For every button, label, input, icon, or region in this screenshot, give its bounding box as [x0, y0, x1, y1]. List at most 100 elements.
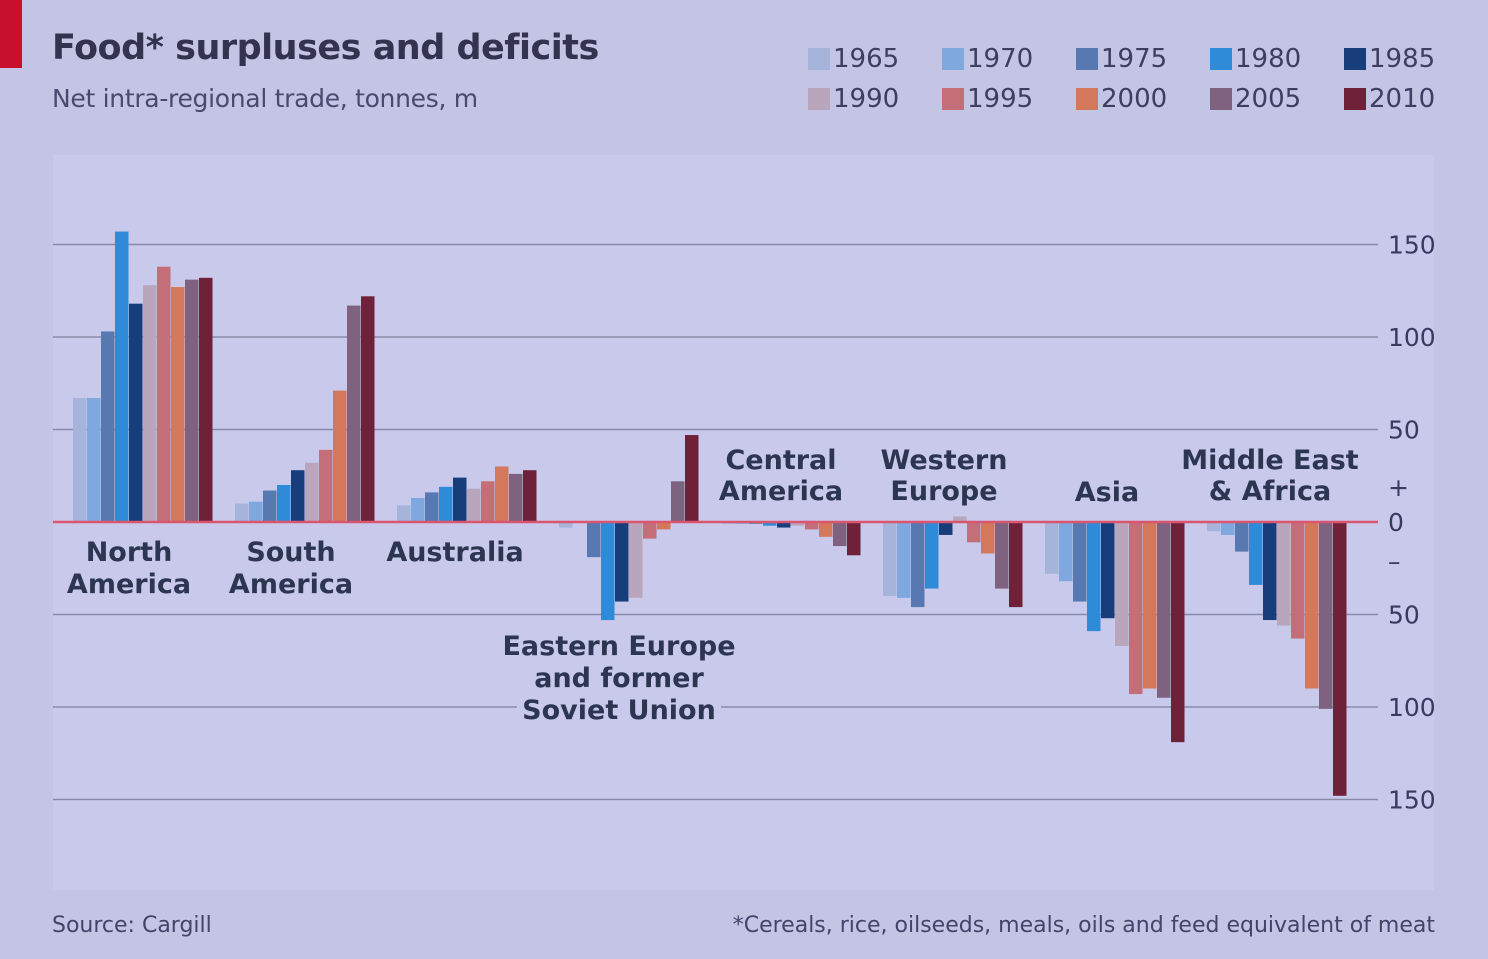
- legend-label: 1995: [967, 84, 1034, 114]
- bar-1965-6: [1045, 522, 1059, 574]
- bar-1995-5: [967, 522, 981, 543]
- bar-1980-3: [601, 522, 615, 621]
- bar-2010-3: [685, 435, 699, 522]
- bar-1990-5: [953, 516, 967, 522]
- chart-subtitle: Net intra-regional trade, tonnes, m: [52, 84, 478, 113]
- region-label: Australia: [386, 537, 523, 568]
- bar-1970-0: [87, 398, 101, 522]
- legend-item: 1980: [1210, 44, 1301, 74]
- legend-swatch: [1344, 88, 1366, 110]
- y-sign-minus: –: [1388, 547, 1401, 576]
- region-label-background: [517, 629, 721, 737]
- legend-label: 1975: [1101, 44, 1168, 74]
- bar-1975-1: [263, 490, 277, 522]
- bar-1980-2: [439, 486, 453, 522]
- y-tick-label: 50: [1388, 416, 1420, 445]
- bar-1995-7: [1291, 522, 1305, 639]
- legend-item: 1965: [808, 44, 899, 74]
- legend-item: 1975: [1076, 44, 1167, 74]
- region-label: and former: [534, 663, 704, 694]
- y-sign-plus: +: [1388, 473, 1409, 502]
- bar-2005-3: [671, 481, 685, 522]
- legend-item: 2000: [1076, 84, 1167, 114]
- legend-item: 1970: [942, 44, 1033, 74]
- legend-label: 2000: [1101, 84, 1168, 114]
- region-label: America: [67, 569, 191, 600]
- bar-1990-2: [467, 488, 481, 522]
- bar-1975-0: [101, 331, 115, 522]
- legend-label: 1985: [1369, 44, 1436, 74]
- bar-1980-1: [277, 485, 291, 522]
- bar-1975-2: [425, 492, 439, 522]
- bar-1970-1: [249, 501, 263, 522]
- bar-1980-5: [925, 522, 939, 589]
- legend-label: 2005: [1235, 84, 1302, 114]
- bar-2005-2: [509, 473, 523, 522]
- bar-2010-0: [199, 277, 213, 522]
- region-label: Soviet Union: [522, 695, 716, 726]
- bar-1990-1: [305, 462, 319, 522]
- bar-1980-6: [1087, 522, 1101, 632]
- bar-2010-2: [523, 470, 537, 522]
- region-label: South: [246, 537, 335, 568]
- bar-1995-4: [805, 522, 819, 530]
- bar-1985-0: [129, 303, 143, 522]
- bar-1965-5: [883, 522, 897, 596]
- bar-1965-7: [1207, 522, 1221, 532]
- legend-swatch: [1076, 88, 1098, 110]
- bar-1970-5: [897, 522, 911, 598]
- legend-label: 2010: [1369, 84, 1436, 114]
- legend-swatch: [1210, 48, 1232, 70]
- bar-1975-5: [911, 522, 925, 608]
- bar-2010-7: [1333, 522, 1347, 796]
- bar-1985-1: [291, 470, 305, 522]
- legend-item: 1990: [808, 84, 899, 114]
- bar-1975-7: [1235, 522, 1249, 552]
- region-label: Asia: [1075, 477, 1139, 508]
- legend-label: 1965: [833, 44, 900, 74]
- y-tick-label: 150: [1388, 231, 1436, 260]
- legend-swatch: [1210, 88, 1232, 110]
- bar-1965-0: [73, 398, 87, 522]
- bar-1980-7: [1249, 522, 1263, 585]
- bar-2010-6: [1171, 522, 1185, 743]
- y-tick-label: 150: [1388, 786, 1436, 815]
- legend-item: 2005: [1210, 84, 1301, 114]
- bar-1965-1: [235, 503, 249, 522]
- bar-2005-6: [1157, 522, 1171, 698]
- bar-2000-4: [819, 522, 833, 537]
- bar-1965-3: [559, 522, 573, 528]
- region-label: America: [719, 476, 843, 507]
- bar-1990-7: [1277, 522, 1291, 626]
- chart-title: Food* surpluses and deficits: [52, 28, 599, 68]
- bar-2000-1: [333, 390, 347, 522]
- bar-1970-2: [411, 497, 425, 522]
- bar-1985-2: [453, 477, 467, 522]
- legend-swatch: [1076, 48, 1098, 70]
- y-tick-label: 100: [1388, 693, 1436, 722]
- bar-2005-5: [995, 522, 1009, 589]
- legend-item: 2010: [1344, 84, 1435, 114]
- legend-swatch: [1344, 48, 1366, 70]
- bar-1990-4: [791, 522, 805, 526]
- footnote: *Cereals, rice, oilseeds, meals, oils an…: [732, 913, 1435, 938]
- bar-1995-1: [319, 449, 333, 522]
- bar-2000-5: [981, 522, 995, 554]
- bar-1985-3: [615, 522, 629, 602]
- region-label: North: [86, 537, 173, 568]
- legend-item: 1985: [1344, 44, 1435, 74]
- bar-1985-4: [777, 522, 791, 528]
- region-label: America: [229, 569, 353, 600]
- bar-1990-3: [629, 522, 643, 598]
- bar-1995-0: [157, 266, 171, 522]
- bar-2005-7: [1319, 522, 1333, 709]
- region-label: Western: [881, 445, 1008, 476]
- legend-swatch: [808, 48, 830, 70]
- legend-swatch: [942, 48, 964, 70]
- bar-2005-4: [833, 522, 847, 547]
- bar-1975-3: [587, 522, 601, 558]
- accent-red-tab: [0, 0, 22, 68]
- bar-1980-0: [115, 231, 129, 523]
- bar-2000-7: [1305, 522, 1319, 689]
- chart-legend: 1965 1970 1975 1980 1985 1990 1995 2000 2005 2010: [808, 44, 1448, 124]
